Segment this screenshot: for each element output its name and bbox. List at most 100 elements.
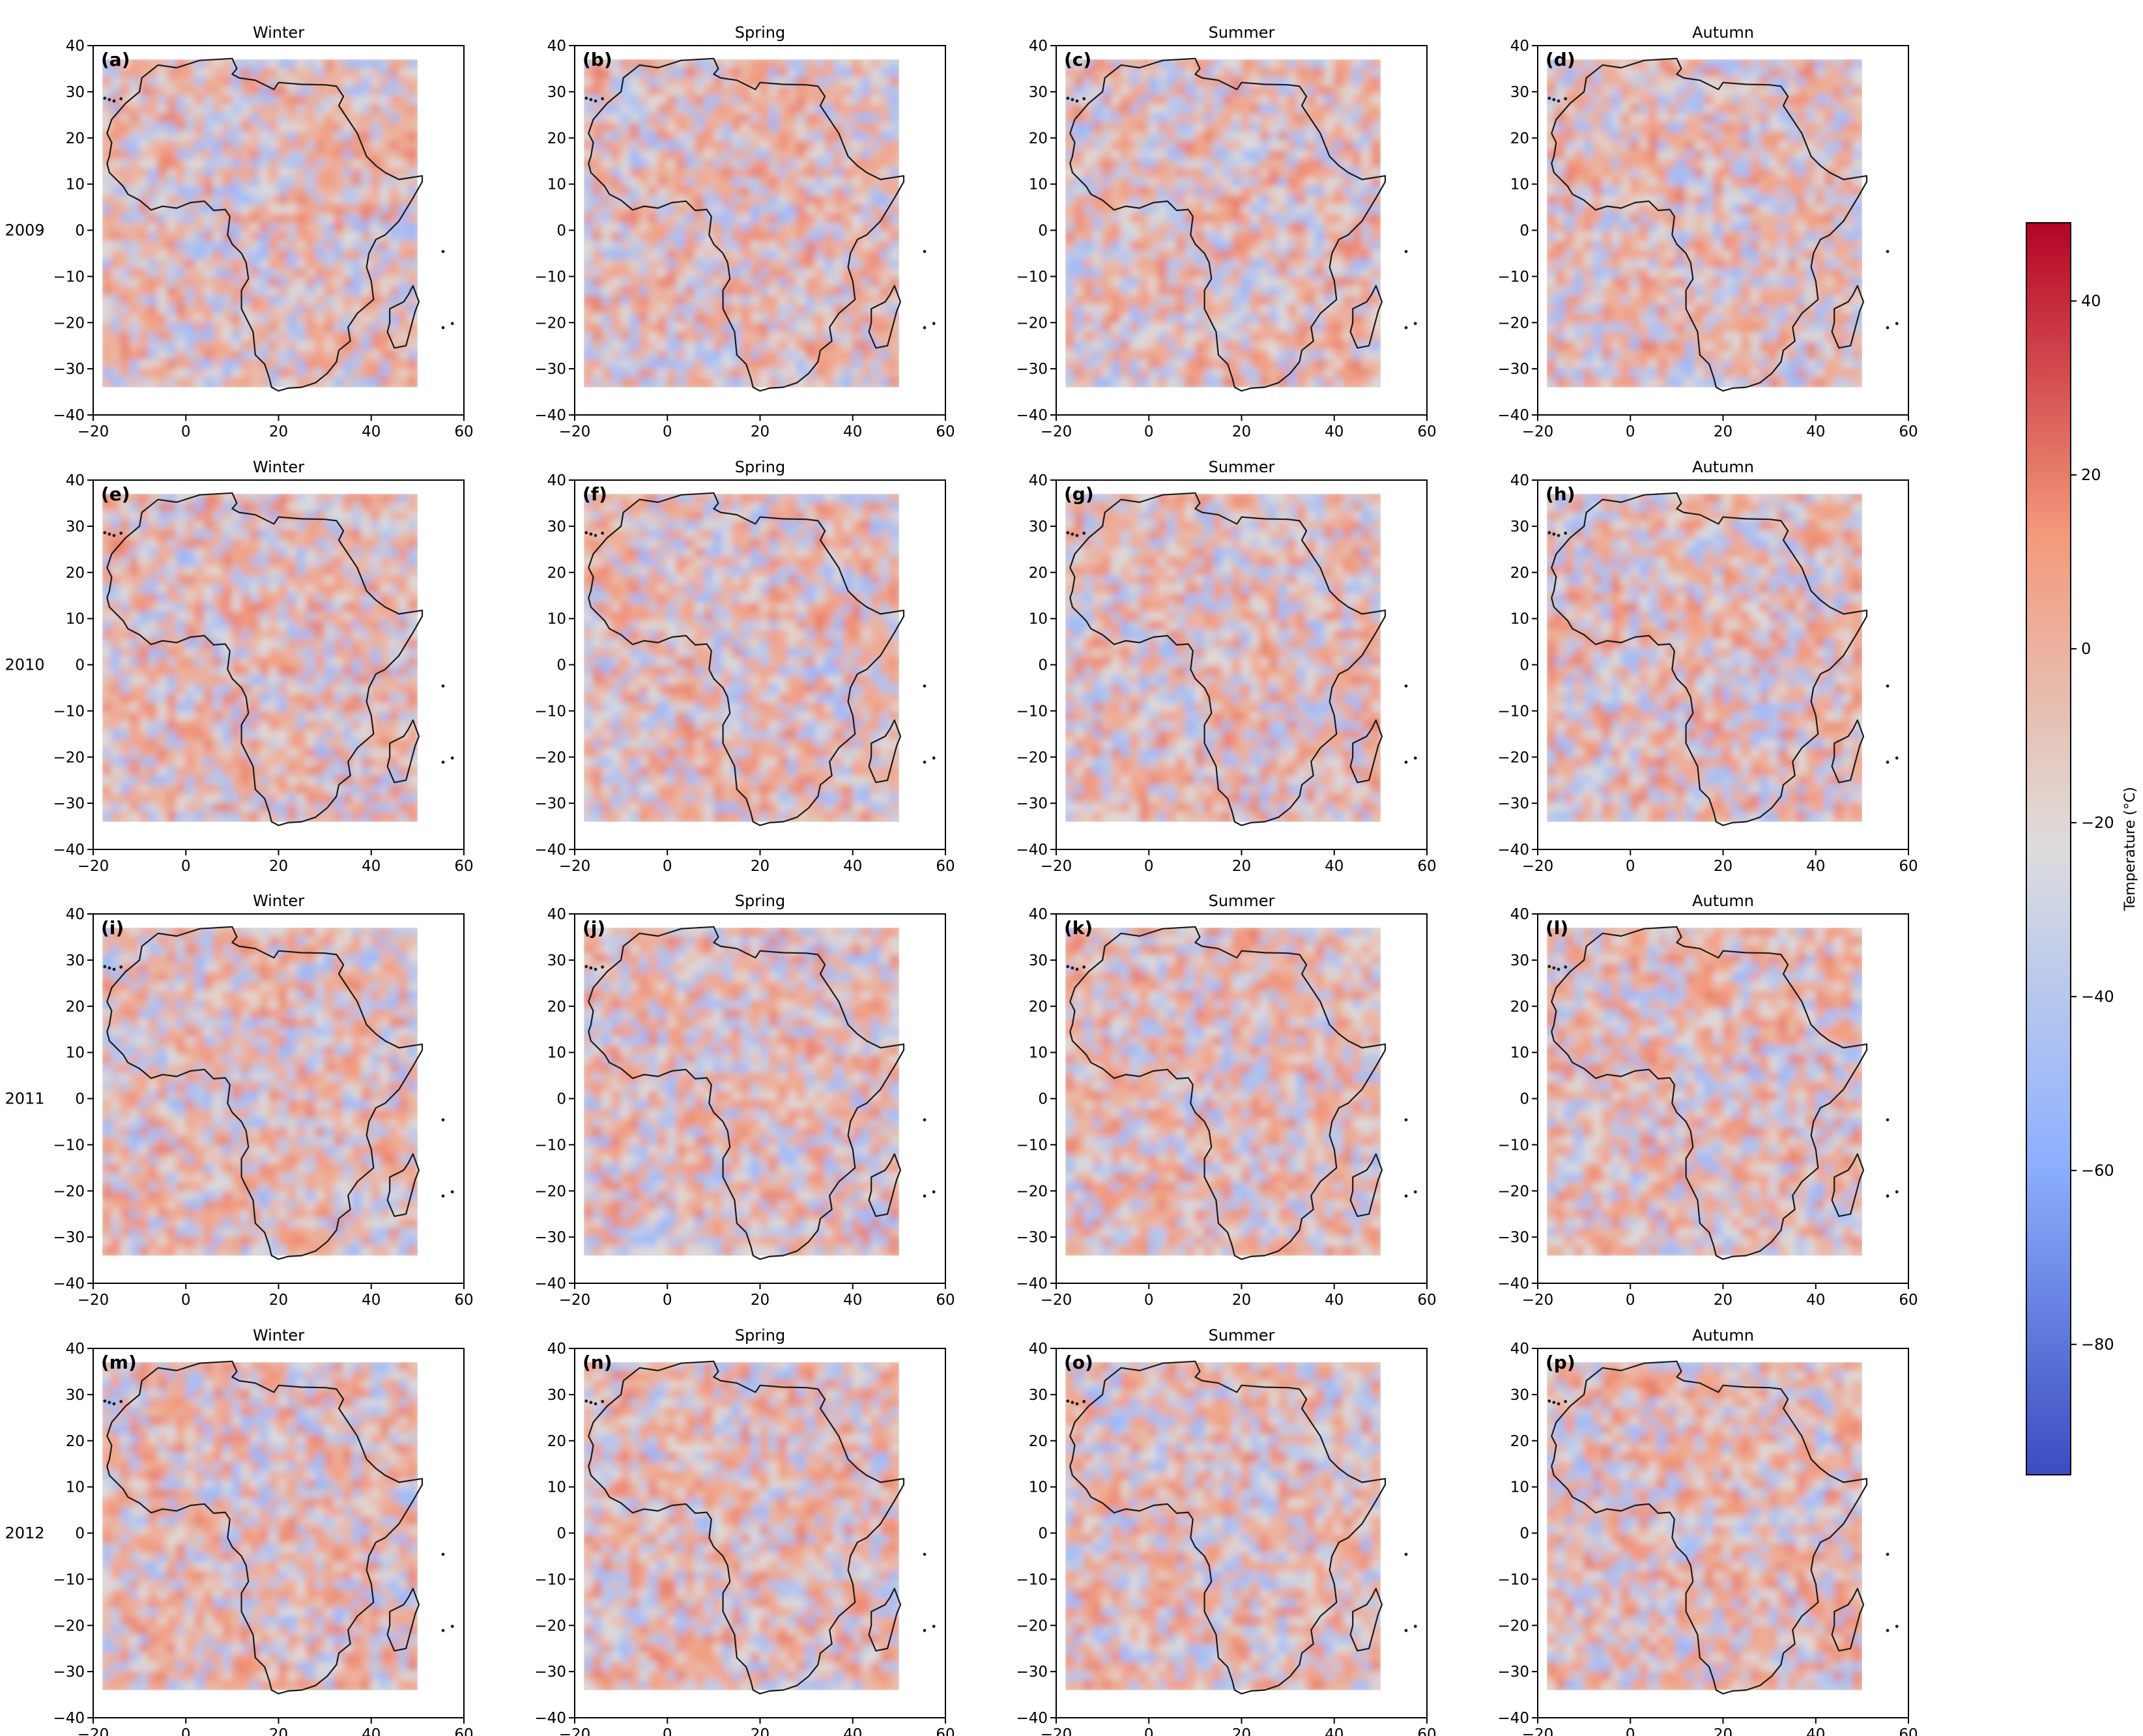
field-cell — [1213, 141, 1224, 152]
field-cell — [278, 68, 289, 79]
field-cell — [1157, 222, 1168, 233]
field-cell — [1602, 350, 1613, 361]
field-cell — [1324, 113, 1335, 124]
field-cell — [648, 150, 659, 160]
field-cell — [1352, 141, 1363, 152]
field-cell — [880, 359, 891, 370]
field-cell — [1648, 240, 1659, 251]
field-cell — [1269, 286, 1280, 297]
field-cell — [1213, 95, 1224, 106]
field-cell — [231, 95, 242, 106]
field-cell — [639, 77, 650, 88]
field-cell — [685, 359, 696, 370]
y-tick-label: −40 — [534, 407, 566, 424]
field-cell — [1259, 377, 1271, 388]
field-cell — [1241, 341, 1252, 352]
field-cell — [1333, 213, 1344, 224]
field-cell — [129, 195, 141, 206]
field-cell — [1129, 350, 1140, 361]
field-cell — [1074, 249, 1085, 261]
field-cell — [1815, 95, 1826, 106]
field-cell — [1352, 204, 1363, 215]
field-cell — [1231, 268, 1243, 279]
field-cell — [1843, 277, 1854, 288]
field-cell — [1704, 168, 1715, 178]
field-cell — [240, 95, 252, 106]
field-cell — [704, 286, 715, 297]
field-cell — [1259, 132, 1271, 143]
field-cell — [1166, 95, 1177, 106]
field-cell — [398, 86, 409, 97]
field-cell — [1583, 322, 1594, 334]
field-cell — [1639, 150, 1650, 160]
field-cell — [1278, 186, 1289, 197]
field-cell — [1213, 195, 1224, 206]
field-cell — [1065, 277, 1076, 288]
field-cell — [398, 95, 409, 106]
field-cell — [240, 368, 252, 379]
field-cell — [1074, 332, 1085, 343]
field-cell — [333, 304, 345, 315]
field-cell — [620, 113, 631, 124]
field-cell — [203, 213, 214, 224]
field-cell — [657, 68, 669, 79]
field-cell — [129, 168, 141, 178]
field-cell — [1564, 341, 1575, 352]
field-cell — [1731, 332, 1742, 343]
field-cell — [1102, 286, 1113, 297]
field-cell — [1824, 277, 1835, 288]
field-cell — [1694, 259, 1705, 270]
field-cell — [1676, 359, 1687, 370]
field-cell — [796, 195, 807, 206]
field-cell — [1843, 86, 1854, 97]
field-cell — [880, 313, 891, 324]
field-cell — [1324, 286, 1335, 297]
field-cell — [1092, 195, 1104, 206]
field-cell — [1185, 141, 1196, 152]
field-cell — [212, 249, 224, 261]
field-cell — [1361, 213, 1372, 224]
field-cell — [1722, 113, 1733, 124]
field-cell — [1175, 122, 1187, 134]
field-cell — [1648, 341, 1659, 352]
field-cell — [1370, 350, 1381, 361]
field-cell — [814, 77, 826, 88]
field-cell — [1583, 104, 1594, 115]
field-cell — [1324, 68, 1335, 79]
field-cell — [722, 122, 733, 134]
field-cell — [1074, 77, 1085, 88]
field-cell — [584, 259, 594, 270]
field-cell — [750, 59, 761, 70]
field-cell — [1834, 77, 1845, 88]
field-cell — [1129, 204, 1140, 215]
field-cell — [333, 332, 345, 343]
field-cell — [704, 141, 715, 152]
field-cell — [768, 104, 779, 115]
field-cell — [667, 122, 678, 134]
field-cell — [1269, 159, 1280, 169]
field-cell — [148, 86, 159, 97]
field-cell — [370, 249, 381, 261]
field-cell — [1074, 204, 1085, 215]
field-cell — [1166, 377, 1177, 388]
field-cell — [250, 268, 261, 279]
field-cell — [1241, 222, 1252, 233]
field-cell — [768, 304, 779, 315]
field-cell — [1611, 313, 1622, 324]
field-cell — [750, 186, 761, 197]
field-cell — [139, 186, 150, 197]
field-cell — [1148, 141, 1159, 152]
field-cell — [1231, 313, 1243, 324]
field-cell — [704, 113, 715, 124]
field-cell — [1287, 222, 1298, 233]
field-cell — [129, 277, 141, 288]
field-cell — [1074, 259, 1085, 270]
field-cell — [1574, 231, 1585, 242]
field-cell — [1564, 322, 1575, 334]
field-cell — [1602, 277, 1613, 288]
field-cell — [111, 240, 122, 251]
field-cell — [639, 122, 650, 134]
field-cell — [1185, 132, 1196, 143]
field-cell — [1630, 95, 1641, 106]
field-cell — [278, 86, 289, 97]
